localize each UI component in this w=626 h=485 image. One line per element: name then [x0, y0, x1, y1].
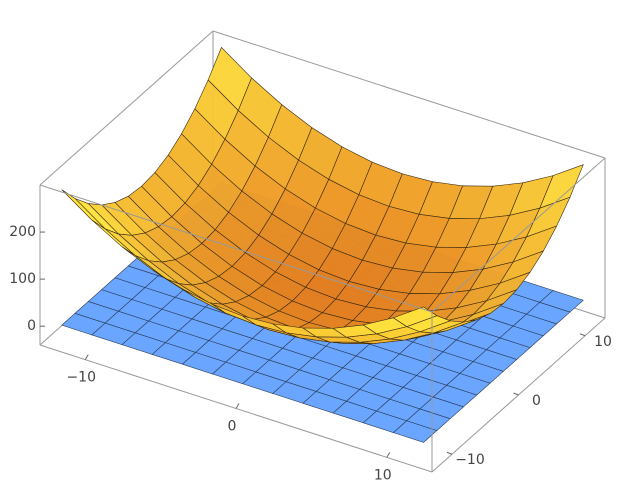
- z-tick-label: 200: [9, 224, 36, 240]
- x-tick: [386, 452, 391, 458]
- x-tick: [235, 403, 240, 409]
- z-tick-label: 0: [27, 318, 36, 334]
- y-tick: [446, 451, 453, 455]
- plane-cell: [539, 290, 584, 313]
- box-edge: [212, 30, 606, 159]
- y-tick: [579, 333, 586, 337]
- surface-cell: [392, 306, 438, 327]
- box-edge: [39, 30, 214, 186]
- y-tick-label: −10: [455, 452, 485, 468]
- x-tick: [84, 354, 89, 360]
- x-tick-label: −10: [66, 370, 96, 386]
- y-tick: [513, 392, 519, 396]
- y-tick-label: 10: [594, 334, 612, 350]
- box-edge: [431, 157, 606, 313]
- box-edge: [39, 184, 433, 313]
- z-tick-label: 100: [9, 271, 36, 287]
- y-tick-label: 0: [532, 393, 541, 409]
- x-tick-label: 10: [374, 467, 392, 483]
- x-tick-label: 0: [228, 419, 237, 435]
